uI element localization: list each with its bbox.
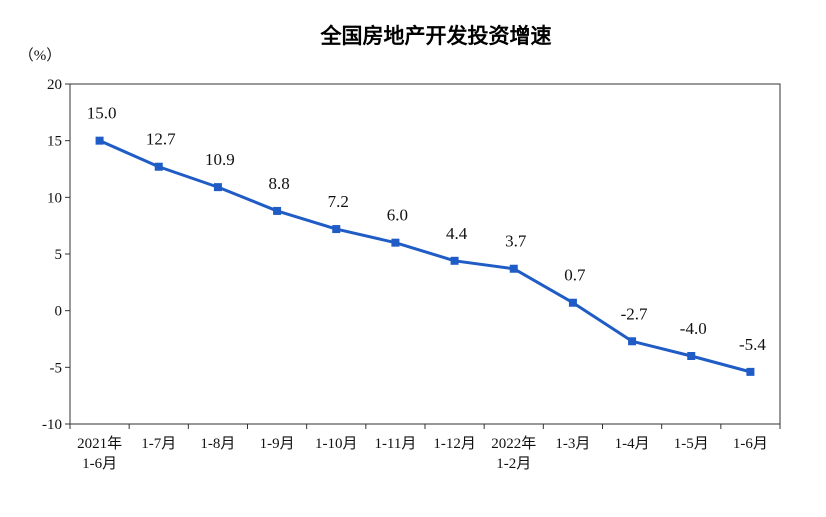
y-axis: 20 15 10 5 0 -5 -10 bbox=[42, 77, 70, 433]
data-point bbox=[568, 298, 577, 307]
y-tick-label: 10 bbox=[47, 190, 62, 206]
x-tick-label: 1-11月 bbox=[374, 436, 416, 452]
x-tick-label: 1-9月 bbox=[260, 436, 295, 452]
data-point bbox=[273, 206, 282, 215]
data-label: 7.2 bbox=[328, 192, 349, 211]
data-label: 10.9 bbox=[205, 150, 235, 169]
series-group bbox=[95, 136, 755, 376]
x-tick-label: 1-7月 bbox=[141, 436, 176, 452]
x-tick-label: 1-12月 bbox=[433, 436, 476, 452]
data-label: -2.7 bbox=[621, 304, 648, 323]
data-label: 12.7 bbox=[146, 130, 176, 149]
plot-frame bbox=[69, 83, 781, 425]
data-point bbox=[687, 352, 696, 360]
y-axis-unit: （%） bbox=[19, 47, 62, 64]
x-tick-label: 2022年 bbox=[491, 435, 536, 452]
series-line bbox=[98, 139, 751, 374]
data-point bbox=[154, 162, 163, 171]
y-tick-label: 15 bbox=[47, 134, 62, 150]
y-tick-label: 20 bbox=[47, 77, 62, 93]
y-tick-label: 0 bbox=[55, 304, 63, 320]
data-label: -5.4 bbox=[739, 335, 766, 354]
data-label: -4.0 bbox=[680, 319, 707, 338]
data-label: 4.4 bbox=[446, 224, 468, 243]
data-label: 0.7 bbox=[564, 266, 586, 285]
data-point bbox=[628, 337, 637, 346]
data-label: 3.7 bbox=[505, 232, 527, 251]
data-point bbox=[332, 225, 341, 234]
x-tick-label: 1-6月 bbox=[733, 436, 768, 452]
data-point bbox=[95, 136, 104, 145]
x-tick-label: 2021年 bbox=[77, 435, 122, 452]
chart-title: 全国房地产开发投资增速 bbox=[320, 24, 552, 48]
x-tick-label: 1-4月 bbox=[615, 436, 650, 452]
data-point bbox=[391, 238, 400, 247]
data-label: 15.0 bbox=[87, 104, 117, 123]
data-point bbox=[746, 367, 755, 376]
x-tick-label: 1-5月 bbox=[674, 436, 709, 452]
x-tick-label: 1-10月 bbox=[315, 436, 358, 452]
y-tick-label: -10 bbox=[42, 417, 62, 433]
x-tick-label: 1-2月 bbox=[496, 456, 531, 472]
x-axis: 2021年 1-6月 1-7月 1-8月 1-9月 1-10月 1-11月 1-12月 2022… bbox=[69, 424, 781, 472]
x-tick-label: 1-8月 bbox=[200, 436, 235, 452]
data-labels: 15.0 12.7 10.9 8.8 7.2 6.0 4.4 3.7 0.7 -2.7 -4.0 -5… bbox=[87, 104, 767, 354]
data-point bbox=[509, 264, 518, 273]
y-tick-label: 5 bbox=[55, 247, 63, 263]
data-point bbox=[213, 183, 222, 192]
x-tick-label: 1-3月 bbox=[555, 436, 590, 452]
data-label: 6.0 bbox=[387, 206, 408, 225]
x-tick-label: 1-6月 bbox=[82, 456, 117, 472]
data-label: 8.8 bbox=[268, 174, 289, 193]
y-tick-label: -5 bbox=[50, 360, 63, 376]
data-point bbox=[450, 256, 459, 265]
